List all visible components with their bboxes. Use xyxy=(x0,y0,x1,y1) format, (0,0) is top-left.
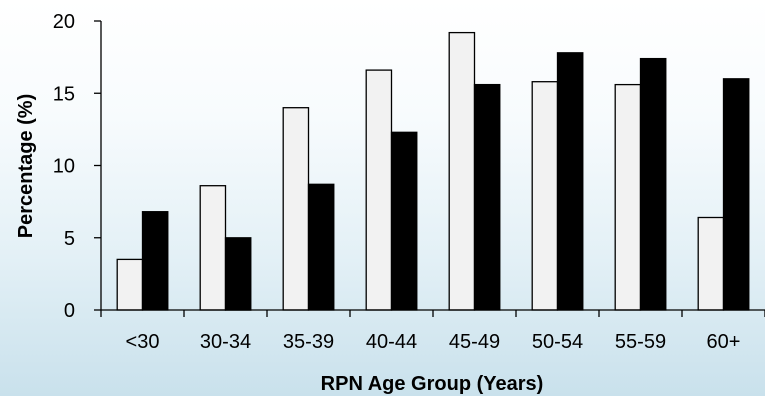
x-tick-label: 30-34 xyxy=(200,331,251,353)
x-tick-label: 50-54 xyxy=(532,331,583,353)
y-tick-label: 0 xyxy=(64,300,75,322)
bar-series-2-7 xyxy=(722,78,750,311)
bar-series-2-1 xyxy=(224,237,252,311)
x-tick-label: <30 xyxy=(126,331,160,353)
bar-series-2-4 xyxy=(473,83,501,311)
bar-series-1-2 xyxy=(282,107,310,311)
y-tick-label: 10 xyxy=(53,156,75,178)
y-axis-title: Percentage (%) xyxy=(15,94,37,239)
x-tick-label: 35-39 xyxy=(283,331,334,353)
bar-series-2-6 xyxy=(639,57,667,311)
x-tick-label: 55-59 xyxy=(615,331,666,353)
y-tick-label: 20 xyxy=(53,11,75,33)
bar-series-1-6 xyxy=(614,83,642,311)
bar-series-2-0 xyxy=(141,211,169,311)
x-tick-label: 60+ xyxy=(707,331,741,353)
bar-series-1-5 xyxy=(531,81,559,311)
bar-series-1-1 xyxy=(199,185,227,311)
x-axis: <30 30-34 35-39 40-44 45-49 50-54 55-59 60+ xyxy=(100,309,765,353)
bar-series-1-7 xyxy=(697,216,725,311)
bar-series-1-3 xyxy=(365,69,393,311)
y-tick-label: 5 xyxy=(64,228,75,250)
x-axis-title: RPN Age Group (Years) xyxy=(321,373,544,395)
bar-series-1-4 xyxy=(448,31,476,311)
bar-series-2-2 xyxy=(307,183,335,311)
x-tick-label: 40-44 xyxy=(366,331,417,353)
bars-group xyxy=(116,31,750,311)
y-tick-label: 15 xyxy=(53,83,75,105)
y-axis: 0 5 10 15 20 xyxy=(53,11,102,322)
x-tick-label: 45-49 xyxy=(449,331,500,353)
bar-series-2-5 xyxy=(556,52,584,311)
bar-series-2-3 xyxy=(390,131,418,311)
bar-series-1-0 xyxy=(116,258,144,311)
